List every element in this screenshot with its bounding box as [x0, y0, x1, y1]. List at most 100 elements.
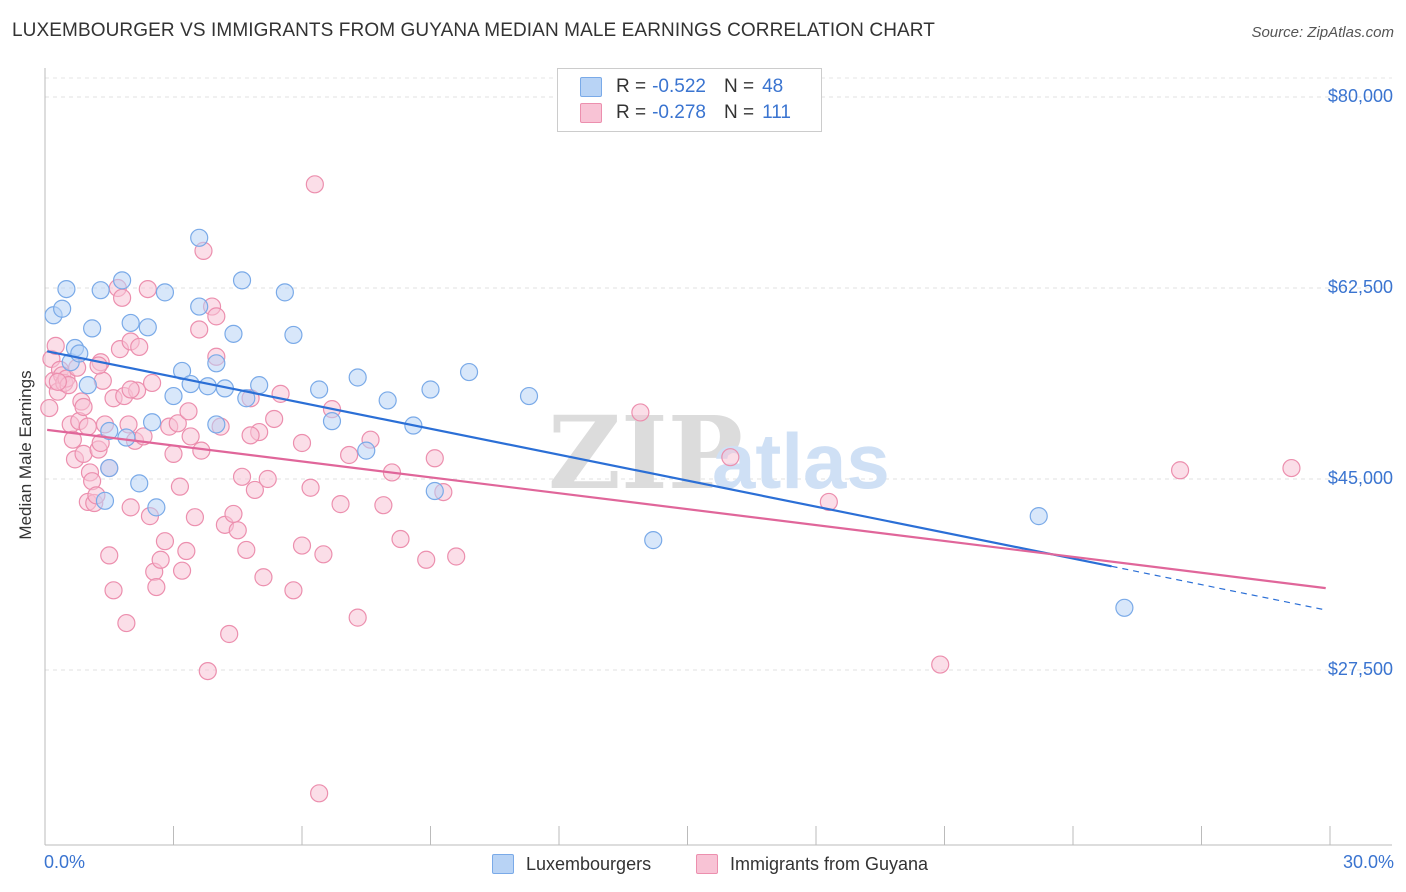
- point-guyana: [112, 288, 132, 307]
- point-guyana: [425, 449, 444, 468]
- point-luxembourgers: [378, 391, 397, 410]
- point-guyana: [172, 561, 192, 580]
- bottom-legend-guyana: Immigrants from Guyana: [696, 852, 928, 876]
- legend-row-luxembourgers: R = -0.522 N = 48: [558, 74, 783, 100]
- point-luxembourgers: [138, 318, 157, 337]
- legend-n-label: N =: [723, 76, 755, 97]
- point-luxembourgers: [207, 415, 226, 434]
- point-guyana: [447, 547, 466, 566]
- point-guyana: [40, 398, 59, 418]
- point-guyana: [1170, 461, 1190, 480]
- point-guyana: [258, 469, 277, 489]
- gridlines: [45, 77, 1392, 671]
- point-luxembourgers: [190, 228, 209, 247]
- watermark: ZIP atlas: [548, 394, 890, 512]
- point-guyana: [265, 409, 284, 429]
- point-luxembourgers: [224, 324, 243, 343]
- point-guyana: [147, 577, 166, 597]
- point-luxembourgers: [190, 297, 209, 316]
- point-guyana: [220, 624, 239, 644]
- point-luxembourgers: [1029, 507, 1048, 526]
- point-guyana: [117, 613, 136, 633]
- point-guyana: [74, 397, 93, 417]
- point-luxembourgers: [644, 531, 663, 550]
- legend-r-label: R =: [616, 76, 647, 97]
- point-luxembourgers: [142, 413, 162, 432]
- point-guyana: [74, 444, 93, 463]
- point-guyana: [232, 467, 252, 486]
- point-luxembourgers: [164, 386, 183, 406]
- point-guyana: [237, 540, 256, 560]
- legend-r-label: R =: [616, 102, 647, 123]
- y-tick-label: $80,000: [1327, 86, 1393, 106]
- legend-r-value: -0.522: [652, 76, 706, 97]
- point-luxembourgers: [357, 441, 376, 460]
- point-guyana: [284, 581, 303, 600]
- point-luxembourgers: [421, 380, 440, 399]
- point-guyana: [198, 661, 217, 681]
- point-guyana: [185, 508, 205, 527]
- point-guyana: [292, 433, 312, 453]
- trend-line-luxembourgers-extension: [1111, 565, 1326, 611]
- point-luxembourgers: [237, 389, 256, 408]
- point-guyana: [48, 372, 67, 391]
- legend-n-label: N =: [723, 102, 755, 123]
- point-guyana: [151, 550, 170, 569]
- point-guyana: [130, 337, 149, 357]
- point-guyana: [245, 480, 264, 500]
- point-guyana: [100, 546, 119, 565]
- point-guyana: [224, 504, 243, 524]
- bottom-legend-label: Immigrants from Guyana: [730, 853, 929, 874]
- legend-row-guyana: R = -0.278 N = 111: [558, 100, 791, 126]
- point-guyana: [374, 496, 393, 515]
- point-guyana: [121, 380, 140, 399]
- point-guyana: [305, 175, 324, 194]
- bottom-swatch-pink: [696, 854, 718, 874]
- point-guyana: [241, 426, 260, 445]
- point-guyana: [142, 373, 162, 393]
- point-guyana: [314, 545, 333, 564]
- trend-line-guyana: [47, 428, 1326, 590]
- point-guyana: [417, 550, 436, 569]
- point-luxembourgers: [232, 271, 252, 290]
- point-luxembourgers: [1115, 598, 1134, 617]
- y-tick-label: $62,500: [1327, 277, 1393, 297]
- y-tick-label: $27,500: [1327, 659, 1393, 679]
- point-guyana: [177, 541, 196, 561]
- legend-n-value: 111: [762, 102, 791, 123]
- point-luxembourgers: [95, 491, 115, 510]
- point-guyana: [348, 608, 367, 627]
- point-luxembourgers: [459, 362, 479, 382]
- point-luxembourgers: [57, 279, 76, 299]
- point-guyana: [228, 521, 247, 540]
- point-luxembourgers: [310, 380, 329, 399]
- stats-legend: R = -0.522 N = 48 R = -0.278 N = 111: [557, 68, 822, 132]
- x-tick-max: 30.0%: [1342, 852, 1394, 872]
- point-guyana: [138, 279, 157, 299]
- point-guyana: [310, 784, 329, 803]
- point-guyana: [631, 403, 650, 422]
- legend-swatch-pink: [580, 103, 602, 123]
- point-luxembourgers: [284, 325, 303, 345]
- point-guyana: [391, 529, 410, 549]
- point-guyana: [164, 444, 183, 463]
- point-guyana: [340, 445, 359, 465]
- point-guyana: [301, 478, 320, 497]
- bottom-legend-luxembourgers: Luxembourgers: [492, 852, 651, 876]
- point-guyana: [170, 477, 190, 496]
- point-guyana: [179, 402, 198, 421]
- point-guyana: [819, 492, 838, 512]
- chart-title: LUXEMBOURGER VS IMMIGRANTS FROM GUYANA M…: [12, 20, 935, 41]
- point-luxembourgers: [348, 368, 367, 387]
- point-luxembourgers: [130, 474, 149, 493]
- point-guyana: [181, 427, 200, 446]
- point-guyana: [254, 568, 273, 587]
- point-guyana: [155, 532, 175, 551]
- legend-r-value: -0.278: [652, 102, 706, 123]
- point-guyana: [78, 417, 97, 436]
- point-guyana: [292, 536, 312, 555]
- point-luxembourgers: [91, 281, 110, 300]
- point-luxembourgers: [100, 458, 119, 478]
- point-guyana: [104, 581, 123, 600]
